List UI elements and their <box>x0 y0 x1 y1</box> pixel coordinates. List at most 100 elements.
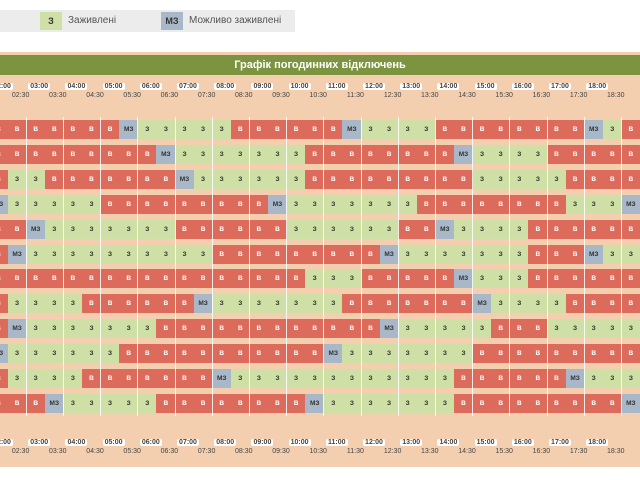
schedule-cell: В <box>361 144 380 164</box>
schedule-cell: З <box>305 369 325 388</box>
bottom-half-label: 15:30 <box>495 448 513 455</box>
schedule-cell: В <box>100 369 120 388</box>
schedule-cell: В <box>565 169 585 189</box>
schedule-cell: В <box>0 120 8 139</box>
schedule-cell: В <box>212 219 232 239</box>
schedule-cell: В <box>342 244 362 264</box>
schedule-cell: З <box>119 219 139 239</box>
schedule-cell: В <box>435 194 455 214</box>
schedule-cell: З <box>7 369 27 388</box>
grid-divider <box>62 117 64 416</box>
schedule-cell: З <box>509 144 529 164</box>
schedule-cell: З <box>416 244 436 264</box>
schedule-cell: В <box>249 219 269 239</box>
schedule-cell: В <box>286 393 306 413</box>
schedule-cell: В <box>416 144 436 164</box>
schedule-cell: З <box>435 319 455 339</box>
schedule-cell: З <box>379 344 399 364</box>
schedule-cell: З <box>379 120 399 139</box>
schedule-cell: В <box>0 244 8 264</box>
bottom-half-label: 17:30 <box>569 448 588 455</box>
schedule-cell: МЗ <box>44 393 64 413</box>
bottom-half-label: 09:30 <box>272 448 290 455</box>
schedule-cell: З <box>193 120 213 139</box>
bottom-half-label: 02:30 <box>11 448 30 455</box>
schedule-cell: З <box>602 369 622 388</box>
schedule-cell: В <box>119 369 139 388</box>
bottom-hour-box: 07:00 <box>177 439 199 446</box>
schedule-cell: З <box>26 369 46 388</box>
schedule-cell: З <box>268 144 287 164</box>
schedule-cell: В <box>621 294 640 314</box>
schedule-cell: З <box>621 369 640 388</box>
schedule-cell: З <box>63 219 83 239</box>
schedule-cell: З <box>342 393 362 413</box>
schedule-cell: З <box>547 294 566 314</box>
top-half-label: 18:30 <box>607 92 625 99</box>
bottom-half-label: 13:30 <box>421 448 439 455</box>
schedule-cell: З <box>323 369 343 388</box>
schedule-cell: З <box>156 219 176 239</box>
schedule-cell: В <box>193 219 213 239</box>
schedule-cell: З <box>621 319 640 339</box>
schedule-cell: В <box>44 269 64 289</box>
bottom-hour-label: 07:00 <box>171 438 205 447</box>
schedule-cell: В <box>212 269 232 289</box>
schedule-cell: В <box>212 244 232 264</box>
bottom-hour-label: 18:00 <box>580 438 614 447</box>
schedule-cell: В <box>193 194 213 214</box>
schedule-cell: В <box>7 219 27 239</box>
schedule-cell: З <box>602 244 622 264</box>
schedule-cell: В <box>416 169 436 189</box>
schedule-cell: З <box>416 120 436 139</box>
schedule-cell: З <box>323 294 343 314</box>
schedule-cell: В <box>230 194 250 214</box>
schedule-cell: З <box>361 120 380 139</box>
schedule-cell: МЗ <box>454 269 473 289</box>
schedule-cell: В <box>491 393 511 413</box>
schedule-cell: В <box>361 244 380 264</box>
schedule-cell: В <box>230 120 250 139</box>
grid-divider <box>174 117 176 416</box>
schedule-cell: З <box>63 393 83 413</box>
schedule-cell: В <box>621 144 640 164</box>
schedule-cell: З <box>416 344 436 364</box>
schedule-cell: В <box>119 269 139 289</box>
top-half-label: 07:30 <box>197 92 216 99</box>
schedule-cell: В <box>361 319 380 339</box>
bottom-hour-box: 08:00 <box>214 439 237 446</box>
legend-swatch-maybe: МЗ <box>161 12 183 30</box>
top-hour-label: 17:00 <box>543 82 577 91</box>
schedule-cell: В <box>26 269 46 289</box>
schedule-cell: З <box>26 344 46 364</box>
schedule-cell: В <box>435 120 455 139</box>
schedule-cell: З <box>454 244 473 264</box>
schedule-cell: В <box>509 194 529 214</box>
schedule-cell: МЗ <box>268 194 287 214</box>
schedule-cell: МЗ <box>472 294 492 314</box>
schedule-cell: В <box>286 269 306 289</box>
schedule-cell: З <box>212 120 232 139</box>
schedule-cell: В <box>137 294 157 314</box>
schedule-cell: З <box>175 120 194 139</box>
bottom-hour-label: 17:00 <box>543 438 577 447</box>
schedule-cell: В <box>26 120 46 139</box>
schedule-cell: З <box>63 344 83 364</box>
schedule-cell: В <box>156 369 176 388</box>
schedule-cell: В <box>398 144 418 164</box>
schedule-cell: В <box>100 169 120 189</box>
bottom-hour-label: 08:00 <box>208 438 242 447</box>
schedule-cell: МЗ <box>0 344 8 364</box>
schedule-cell: В <box>323 244 343 264</box>
schedule-cell: В <box>454 169 473 189</box>
schedule-cell: З <box>156 244 176 264</box>
schedule-cell: З <box>268 369 287 388</box>
schedule-cell: З <box>416 393 436 413</box>
schedule-cell: В <box>584 219 604 239</box>
top-hour-box: 15:00 <box>474 83 497 90</box>
schedule-cell: В <box>528 120 548 139</box>
schedule-cell: В <box>602 219 622 239</box>
top-hour-box: 03:00 <box>28 83 51 90</box>
schedule-cell: З <box>249 144 269 164</box>
top-hour-label: 16:00 <box>506 82 540 91</box>
